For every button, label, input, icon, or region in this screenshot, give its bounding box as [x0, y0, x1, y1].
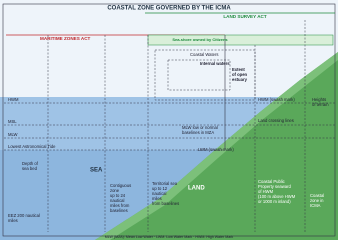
land-lines: Land crossing lines	[258, 118, 294, 123]
sea-shore: Sea-shore owned by Citizens	[172, 37, 228, 42]
hwm-label: HWM	[8, 97, 19, 102]
footer: MLW (MZA): Mean Low Water · LWM: Low Wat…	[105, 235, 234, 239]
heights: of terrain	[312, 102, 329, 107]
internal-waters: Internal waters	[200, 61, 230, 66]
maritime-zones-act: MARITIME ZONES ACT	[40, 36, 91, 41]
contiguous: baselines	[110, 208, 128, 213]
title: COASTAL ZONE GOVERNED BY THE ICMA	[107, 6, 231, 12]
coastal-zone: ICMA	[310, 203, 321, 208]
page: {"header":{"title":"COASTAL ZONE GOVERNE…	[0, 0, 338, 240]
baselines: baselines in MZA	[182, 130, 214, 135]
coastal-waters: Coastal Waters	[190, 52, 218, 57]
diagram: COASTAL ZONE GOVERNED BY THE ICMA LAND S…	[0, 0, 338, 240]
land-label: LAND	[188, 186, 205, 192]
estuary: estuary	[232, 77, 248, 82]
territorial: from baselines	[152, 201, 179, 206]
lwm-swash: LWM (swash mark)	[198, 147, 234, 152]
hwm-swash: HWM (swash mark)	[258, 97, 295, 102]
land-survey-act: LAND SURVEY ACT	[223, 14, 266, 19]
sea-label: SEA	[90, 168, 103, 174]
lat-label: Lowest Astronomical Tide	[8, 144, 56, 149]
public-property: or 1000 m inland)	[258, 199, 291, 204]
msl-label: MSL	[8, 119, 17, 124]
mlw-label: MLW	[8, 132, 18, 137]
eez: miles	[8, 218, 18, 223]
depth: sea bed	[22, 166, 38, 171]
